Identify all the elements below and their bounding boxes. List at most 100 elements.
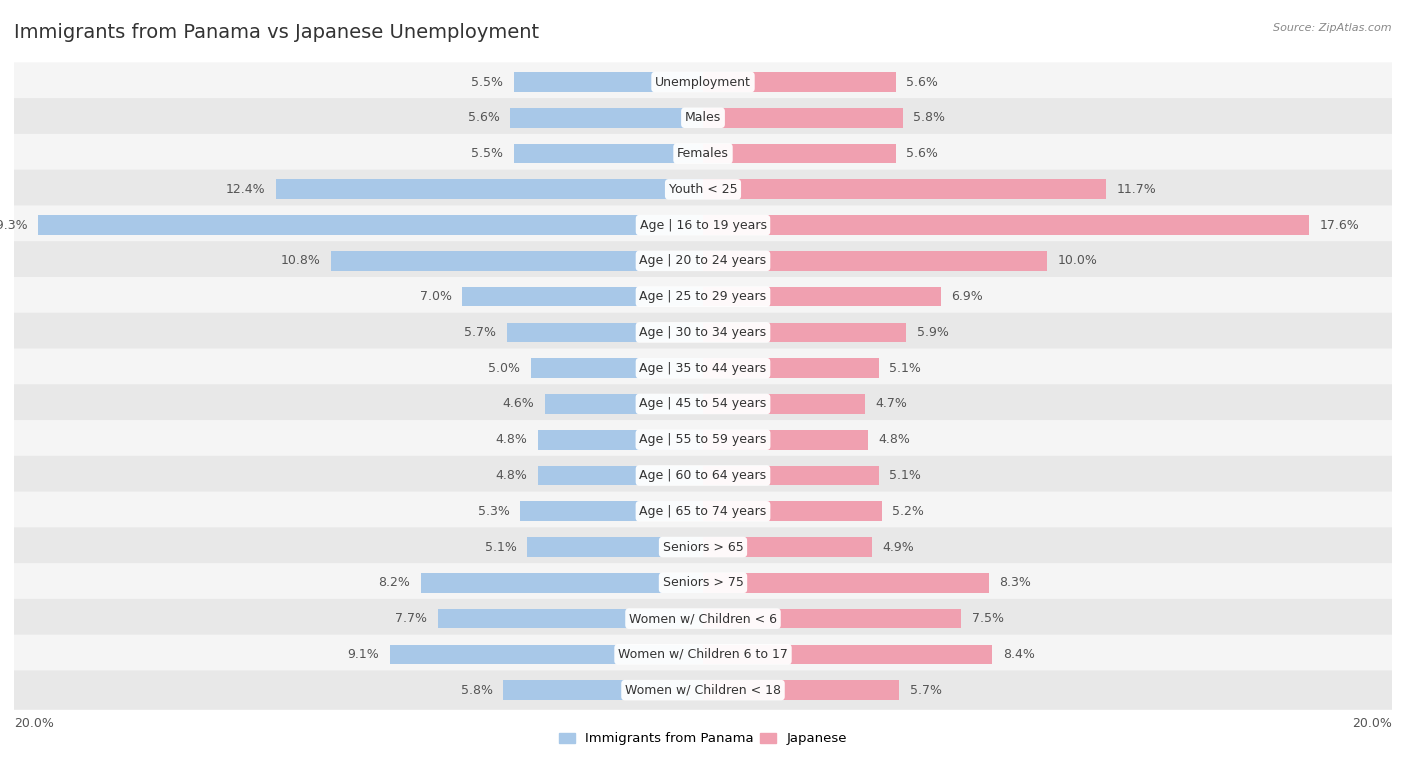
Text: Seniors > 65: Seniors > 65 [662, 540, 744, 553]
Text: 5.8%: 5.8% [461, 684, 494, 696]
FancyBboxPatch shape [1, 170, 1405, 209]
Text: Age | 20 to 24 years: Age | 20 to 24 years [640, 254, 766, 267]
Bar [506, 322, 703, 342]
Text: 10.0%: 10.0% [1057, 254, 1098, 267]
Bar [461, 287, 703, 307]
Bar [544, 394, 703, 414]
Text: 5.0%: 5.0% [488, 362, 520, 375]
Text: Immigrants from Panama vs Japanese Unemployment: Immigrants from Panama vs Japanese Unemp… [14, 23, 538, 42]
Text: 20.0%: 20.0% [1353, 717, 1392, 730]
Text: Source: ZipAtlas.com: Source: ZipAtlas.com [1274, 23, 1392, 33]
Text: Age | 25 to 29 years: Age | 25 to 29 years [640, 290, 766, 303]
Text: Seniors > 75: Seniors > 75 [662, 576, 744, 589]
Text: 5.6%: 5.6% [907, 147, 938, 160]
Bar [537, 466, 703, 485]
Text: 4.8%: 4.8% [879, 433, 911, 446]
Bar [703, 644, 993, 664]
Text: Females: Females [678, 147, 728, 160]
Bar [38, 215, 703, 235]
Text: Age | 35 to 44 years: Age | 35 to 44 years [640, 362, 766, 375]
Bar [520, 501, 703, 521]
Text: 5.1%: 5.1% [889, 362, 921, 375]
FancyBboxPatch shape [1, 205, 1405, 245]
Text: 5.8%: 5.8% [912, 111, 945, 124]
Bar [389, 644, 703, 664]
Text: 5.7%: 5.7% [910, 684, 942, 696]
Bar [531, 358, 703, 378]
Bar [276, 179, 703, 199]
Text: 12.4%: 12.4% [226, 183, 266, 196]
FancyBboxPatch shape [1, 277, 1405, 316]
FancyBboxPatch shape [1, 134, 1405, 173]
Bar [703, 287, 941, 307]
Text: 4.7%: 4.7% [875, 397, 907, 410]
Text: 17.6%: 17.6% [1320, 219, 1360, 232]
Text: 4.8%: 4.8% [495, 433, 527, 446]
Text: Women w/ Children < 6: Women w/ Children < 6 [628, 612, 778, 625]
Text: 8.4%: 8.4% [1002, 648, 1035, 661]
FancyBboxPatch shape [1, 671, 1405, 710]
Bar [527, 537, 703, 557]
Text: Age | 65 to 74 years: Age | 65 to 74 years [640, 505, 766, 518]
Text: 7.7%: 7.7% [395, 612, 427, 625]
Text: Age | 16 to 19 years: Age | 16 to 19 years [640, 219, 766, 232]
Text: Women w/ Children 6 to 17: Women w/ Children 6 to 17 [619, 648, 787, 661]
Bar [703, 322, 907, 342]
FancyBboxPatch shape [1, 456, 1405, 495]
Text: 9.1%: 9.1% [347, 648, 380, 661]
Text: Women w/ Children < 18: Women w/ Children < 18 [626, 684, 780, 696]
Text: 19.3%: 19.3% [0, 219, 28, 232]
Text: 5.1%: 5.1% [485, 540, 517, 553]
Bar [703, 358, 879, 378]
Bar [703, 72, 896, 92]
Bar [437, 609, 703, 628]
Bar [420, 573, 703, 593]
Bar [703, 251, 1047, 271]
FancyBboxPatch shape [1, 385, 1405, 424]
Text: 5.2%: 5.2% [893, 505, 924, 518]
FancyBboxPatch shape [1, 98, 1405, 138]
Text: 5.6%: 5.6% [907, 76, 938, 89]
Text: 5.6%: 5.6% [468, 111, 499, 124]
FancyBboxPatch shape [1, 420, 1405, 459]
Text: Age | 30 to 34 years: Age | 30 to 34 years [640, 326, 766, 339]
Text: Age | 45 to 54 years: Age | 45 to 54 years [640, 397, 766, 410]
FancyBboxPatch shape [1, 528, 1405, 567]
Text: Age | 60 to 64 years: Age | 60 to 64 years [640, 469, 766, 482]
Bar [703, 501, 882, 521]
FancyBboxPatch shape [1, 634, 1405, 674]
Bar [703, 681, 900, 700]
Bar [703, 215, 1309, 235]
Text: 5.9%: 5.9% [917, 326, 949, 339]
Text: 5.1%: 5.1% [889, 469, 921, 482]
Text: 10.8%: 10.8% [281, 254, 321, 267]
Text: 8.3%: 8.3% [1000, 576, 1031, 589]
FancyBboxPatch shape [1, 563, 1405, 603]
FancyBboxPatch shape [1, 313, 1405, 352]
Text: 5.7%: 5.7% [464, 326, 496, 339]
Bar [330, 251, 703, 271]
Text: 4.9%: 4.9% [882, 540, 914, 553]
Bar [703, 394, 865, 414]
Text: 4.6%: 4.6% [502, 397, 534, 410]
Text: Age | 55 to 59 years: Age | 55 to 59 years [640, 433, 766, 446]
FancyBboxPatch shape [1, 62, 1405, 101]
Text: Males: Males [685, 111, 721, 124]
FancyBboxPatch shape [1, 348, 1405, 388]
Bar [703, 108, 903, 128]
Bar [513, 144, 703, 164]
Text: 5.5%: 5.5% [471, 147, 503, 160]
FancyBboxPatch shape [1, 599, 1405, 638]
Text: 8.2%: 8.2% [378, 576, 411, 589]
Legend: Immigrants from Panama, Japanese: Immigrants from Panama, Japanese [554, 727, 852, 750]
Bar [703, 466, 879, 485]
Bar [703, 179, 1107, 199]
Text: 5.3%: 5.3% [478, 505, 510, 518]
Bar [537, 430, 703, 450]
Text: 5.5%: 5.5% [471, 76, 503, 89]
Bar [513, 72, 703, 92]
Bar [703, 430, 869, 450]
Bar [703, 537, 872, 557]
Text: 20.0%: 20.0% [14, 717, 53, 730]
Bar [510, 108, 703, 128]
